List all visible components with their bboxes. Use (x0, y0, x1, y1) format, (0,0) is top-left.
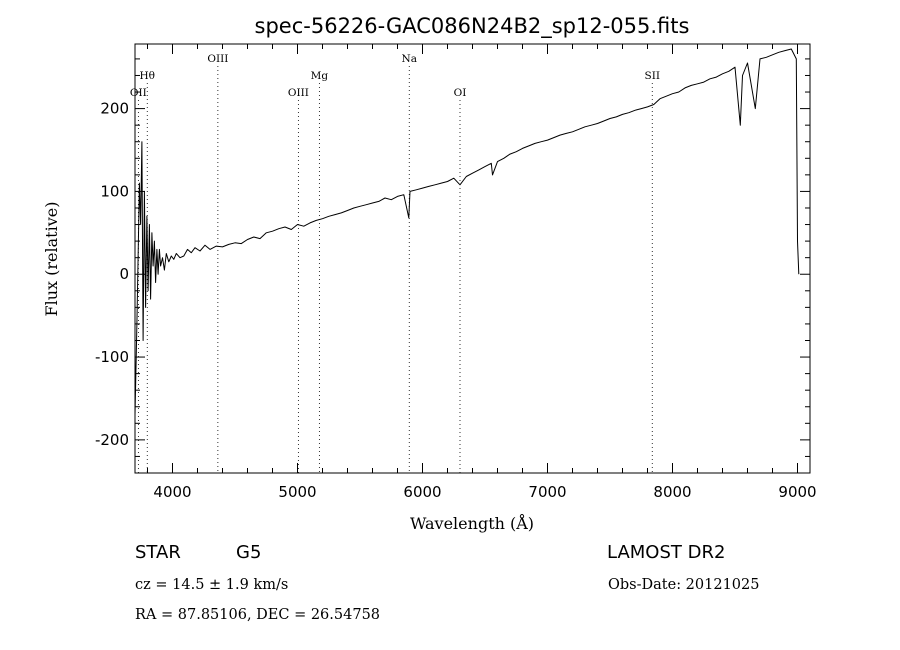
y-tick-label-100: 100 (100, 182, 129, 200)
plot-border (134, 43, 811, 474)
x-tick-label-4000: 4000 (153, 483, 191, 501)
y-tick-label-200: 200 (100, 100, 129, 118)
spectral-subclass: G5 (236, 542, 261, 563)
x-tick-label-5000: 5000 (278, 483, 316, 501)
redshift-velocity: cz = 14.5 ± 1.9 km/s (135, 577, 288, 593)
observation-date: Obs-Date: 20121025 (608, 577, 760, 593)
y-tick-label--200: -200 (95, 431, 129, 449)
y-axis-label: Flux (relative) (42, 202, 61, 317)
survey-name: LAMOST DR2 (607, 542, 725, 563)
line-marker-label-2: OIII (207, 53, 228, 65)
line-marker-label-6: OI (454, 87, 467, 99)
coordinates: RA = 87.85106, DEC = 26.54758 (135, 607, 380, 623)
spectrum-line-0 (134, 48, 800, 416)
object-type: STAR (135, 542, 181, 563)
line-marker-label-7: SII (645, 70, 661, 82)
x-tick-label-9000: 9000 (778, 483, 816, 501)
x-tick-label-6000: 6000 (403, 483, 441, 501)
line-marker-label-3: OIII (288, 87, 309, 99)
plot-frame (134, 43, 811, 474)
line-marker-label-1: OII (130, 87, 147, 99)
y-tick-label-0: 0 (119, 265, 129, 283)
x-axis-label: Wavelength (Å) (410, 513, 534, 533)
spectrum-series (134, 48, 800, 416)
y-tick-label--100: -100 (95, 348, 129, 366)
line-marker-label-0: Hθ (140, 70, 155, 82)
chart-title: spec-56226-GAC086N24B2_sp12-055.fits (255, 14, 690, 39)
x-tick-label-7000: 7000 (528, 483, 566, 501)
axis-ticks: 4000 5000 6000 7000 8000 9000 -200 -100 0 100 200 (95, 44, 817, 501)
line-marker-label-4: Mg (311, 70, 329, 82)
line-marker-label-5: Na (402, 53, 417, 65)
x-tick-label-8000: 8000 (653, 483, 691, 501)
